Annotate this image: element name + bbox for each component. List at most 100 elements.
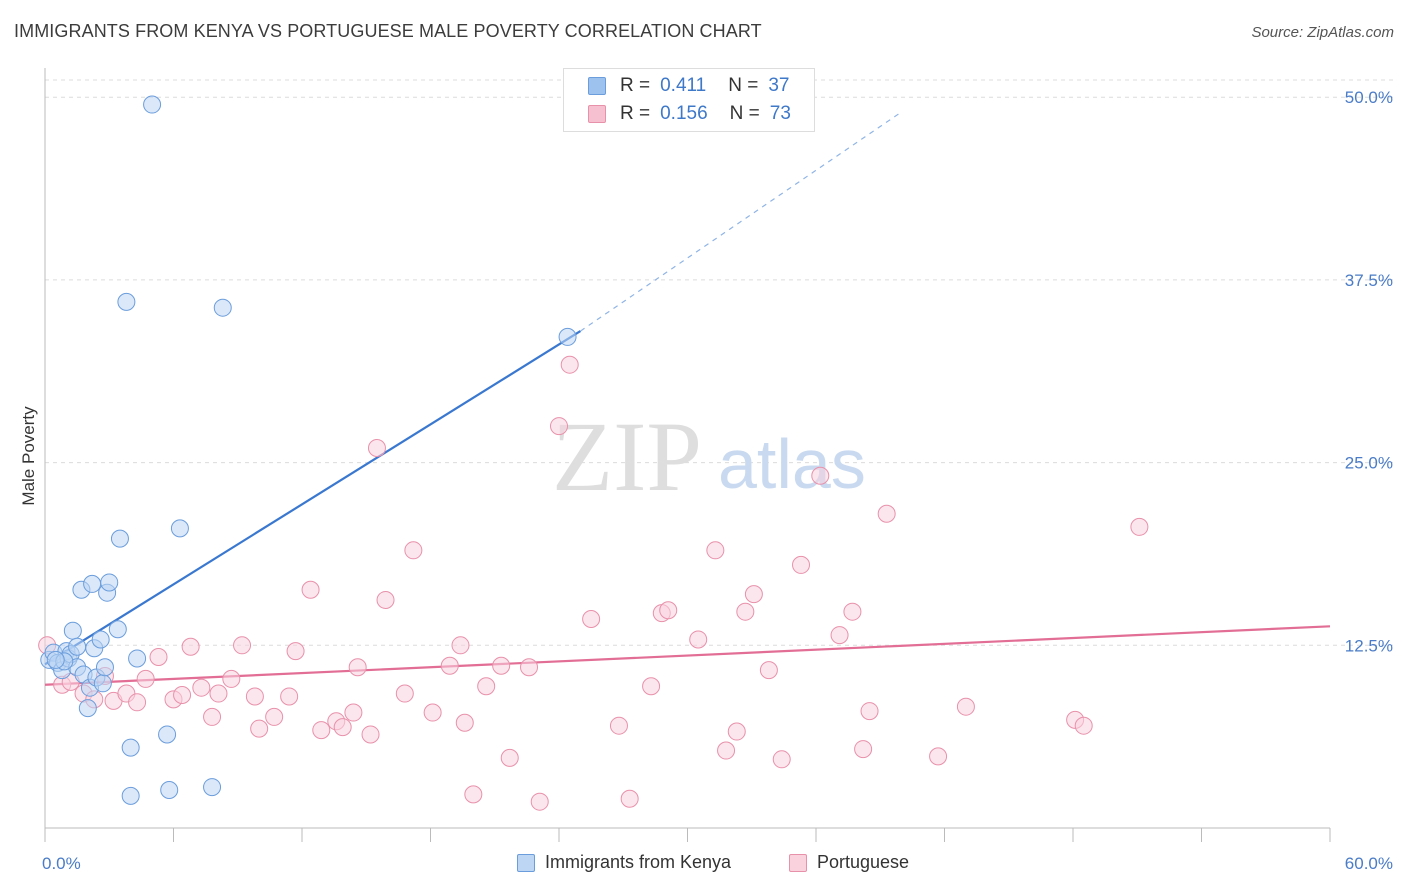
y-axis-title: Male Poverty <box>19 406 38 506</box>
data-point <box>213 298 232 317</box>
r-label: R = <box>620 75 651 96</box>
watermark-atlas: atlas <box>718 425 866 503</box>
data-point <box>121 738 140 757</box>
data-point <box>361 725 380 744</box>
trend-line-kenya <box>44 330 581 666</box>
data-point <box>717 741 736 760</box>
data-point <box>209 684 228 703</box>
data-point <box>830 626 849 645</box>
y-tick-labels: 12.5% 25.0% 37.5% 50.0% <box>1345 88 1393 655</box>
data-point <box>68 637 87 656</box>
data-point <box>1130 517 1149 536</box>
data-point <box>301 580 320 599</box>
stats-legend: R = 0.411 N = 37 R = 0.156 N = 73 <box>563 68 815 132</box>
kenya-swatch <box>588 77 606 95</box>
data-point <box>744 585 763 604</box>
data-point <box>100 573 119 592</box>
watermark: ZIP atlas <box>552 401 866 512</box>
data-point <box>395 684 414 703</box>
data-point <box>117 292 136 311</box>
data-point <box>63 621 82 640</box>
data-point <box>929 747 948 766</box>
data-point <box>250 719 269 738</box>
legend-item-kenya[interactable]: Immigrants from Kenya <box>517 852 731 873</box>
data-point <box>759 661 778 680</box>
portuguese-legend-swatch <box>789 853 807 872</box>
data-point <box>128 693 147 712</box>
data-point <box>558 327 577 346</box>
data-point <box>265 707 284 726</box>
data-point <box>367 439 386 457</box>
data-point <box>492 656 511 675</box>
data-points <box>38 95 1149 811</box>
r-label: R = <box>620 103 651 124</box>
data-point <box>286 642 305 661</box>
legend-item-portuguese[interactable]: Portuguese <box>789 852 909 873</box>
data-point <box>149 648 168 666</box>
data-point <box>877 504 896 523</box>
legend-label-portuguese: Portuguese <box>817 852 910 872</box>
trend-line-kenya-extension <box>580 111 903 332</box>
data-point <box>192 678 211 697</box>
data-point <box>659 601 678 620</box>
data-point <box>956 697 975 716</box>
data-point <box>181 637 200 656</box>
data-point <box>530 792 549 811</box>
data-point <box>173 686 192 704</box>
data-point <box>95 658 114 677</box>
data-point <box>854 740 873 759</box>
data-point <box>280 687 299 706</box>
trend-lines <box>44 111 1331 686</box>
y-tick-label: 50.0% <box>1345 88 1393 107</box>
data-point <box>792 555 811 574</box>
data-point <box>772 750 791 769</box>
data-point <box>222 669 241 688</box>
r-value: 0.411 <box>660 75 707 96</box>
data-point <box>404 541 423 560</box>
data-point <box>811 466 830 485</box>
data-point <box>860 702 879 721</box>
y-tick-label: 37.5% <box>1345 271 1393 290</box>
data-point <box>128 649 147 668</box>
data-point <box>46 650 65 669</box>
data-point <box>83 574 102 593</box>
y-tick-label: 12.5% <box>1345 636 1393 655</box>
y-tick-label: 25.0% <box>1345 454 1393 473</box>
data-point <box>455 713 474 732</box>
n-label: N = <box>728 75 759 96</box>
data-point <box>500 748 519 767</box>
n-value: 73 <box>769 103 791 124</box>
data-point <box>642 677 661 696</box>
gridlines <box>45 79 1395 646</box>
data-point <box>203 707 222 726</box>
axes <box>44 68 1331 842</box>
stats-legend-row-portuguese: R = 0.156 N = 73 <box>588 102 813 126</box>
portuguese-swatch <box>588 105 606 123</box>
data-point <box>477 677 496 696</box>
watermark-zip: ZIP <box>552 401 702 512</box>
data-point <box>582 610 601 628</box>
data-point <box>843 602 862 621</box>
data-point <box>344 703 363 722</box>
data-point <box>158 725 177 744</box>
data-point <box>333 718 352 737</box>
data-point <box>233 636 252 655</box>
data-point <box>203 778 222 797</box>
data-point <box>550 417 568 436</box>
data-point <box>93 674 112 693</box>
data-point <box>245 687 264 706</box>
chart-title: IMMIGRANTS FROM KENYA VS PORTUGUESE MALE… <box>14 21 762 41</box>
x-tick-label-min: 0.0% <box>42 854 81 873</box>
data-point <box>440 656 459 675</box>
trend-line-portuguese <box>44 625 1331 686</box>
x-tick-label-max: 60.0% <box>1345 854 1393 873</box>
data-point <box>706 541 725 560</box>
n-value: 37 <box>768 75 790 96</box>
data-point <box>1074 716 1093 735</box>
n-label: N = <box>729 103 760 124</box>
data-point <box>423 703 442 722</box>
data-point <box>170 519 189 538</box>
data-point <box>110 529 129 548</box>
data-point <box>464 785 483 804</box>
